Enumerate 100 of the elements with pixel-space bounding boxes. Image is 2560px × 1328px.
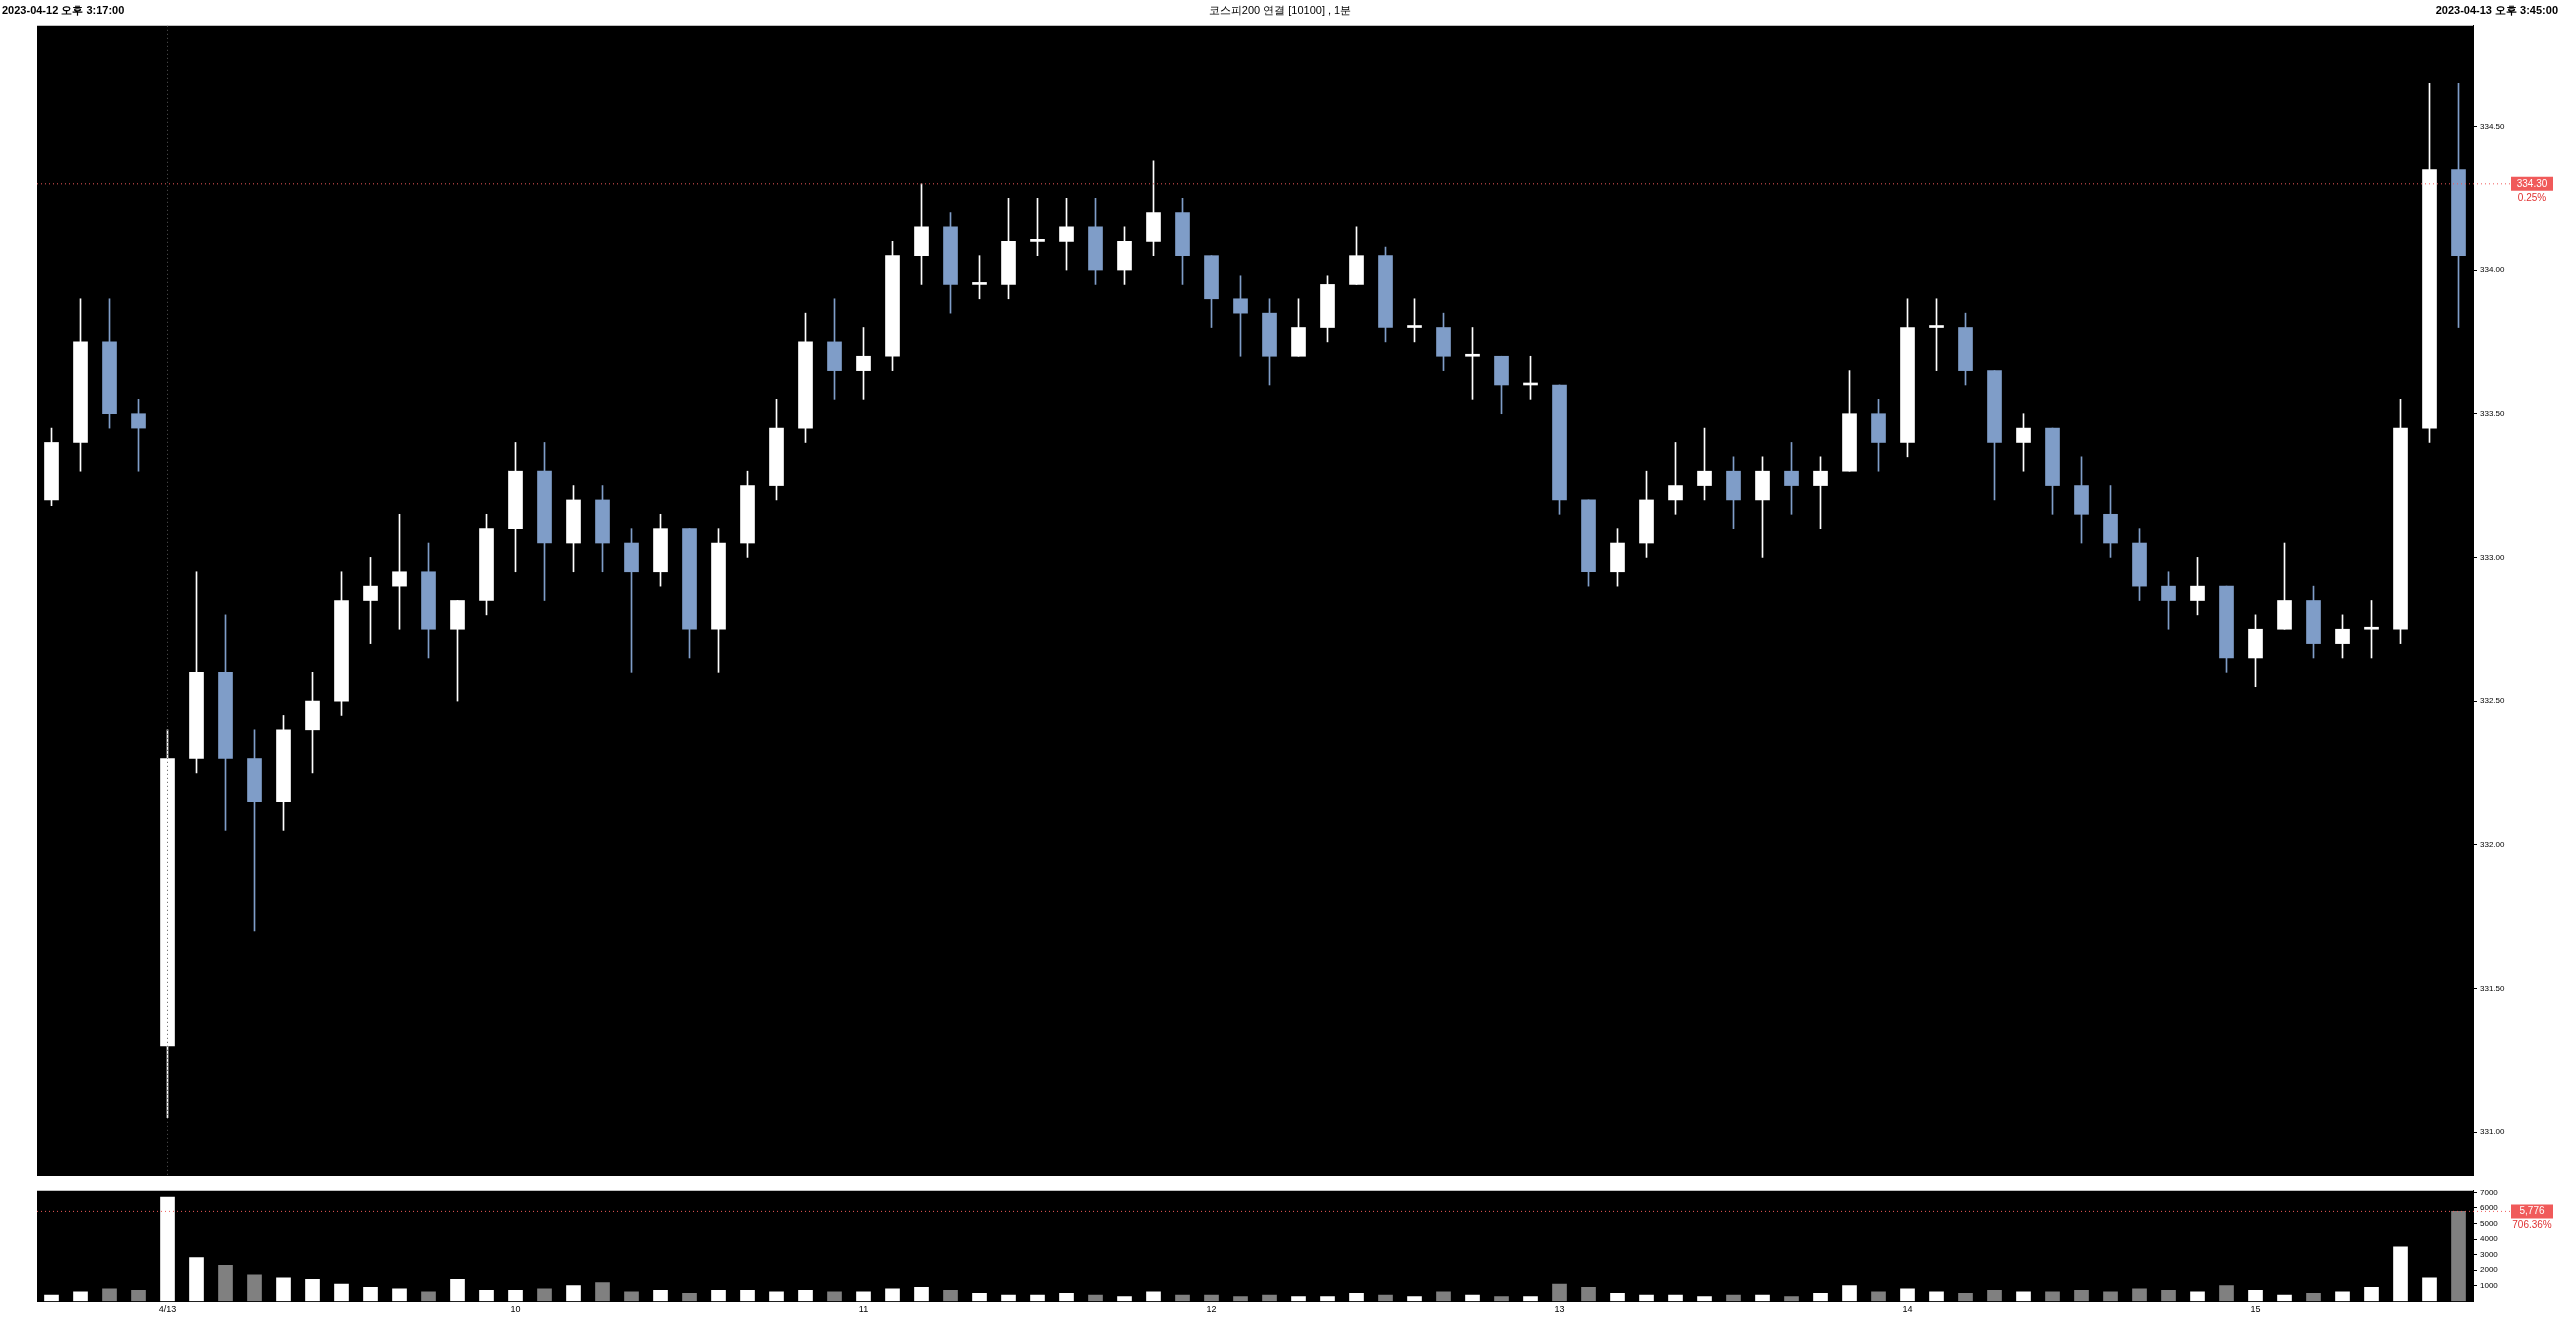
bar [1030, 1294, 1045, 1302]
bar [1001, 1294, 1016, 1302]
bar [1929, 1291, 1944, 1302]
bar [2161, 1289, 2176, 1302]
bar [1581, 1286, 1596, 1302]
bar [1755, 1294, 1770, 1302]
bar [914, 1286, 929, 1302]
bar [305, 1279, 320, 1302]
bar [798, 1289, 813, 1302]
bar [276, 1277, 291, 1302]
bar [1233, 1296, 1248, 1302]
bar [1465, 1294, 1480, 1302]
y-tick-label: 333.50 [2480, 408, 2506, 418]
bar [2451, 1211, 2466, 1302]
bar [1813, 1293, 1828, 1302]
bar [1610, 1293, 1625, 1302]
bar [2335, 1291, 2350, 1302]
bar [1958, 1293, 1973, 1302]
bar [1726, 1294, 1741, 1302]
y-tick-label: 334.50 [2480, 121, 2506, 131]
bar [624, 1291, 639, 1302]
bar [1378, 1294, 1393, 1302]
bar [1784, 1296, 1799, 1302]
bar [1842, 1285, 1857, 1302]
bar [2132, 1288, 2147, 1302]
bar [392, 1288, 407, 1302]
bar [2103, 1291, 2118, 1302]
text: 2023-04-13 오후 3:45:00 [2435, 3, 2558, 18]
y-tick-label: 4000 [2480, 1234, 2499, 1244]
bar [1407, 1296, 1422, 1302]
y-tick-label: 5000 [2480, 1218, 2499, 1228]
bar [1871, 1291, 1886, 1302]
bar [421, 1291, 436, 1302]
bar [1436, 1291, 1451, 1302]
bar [2364, 1286, 2379, 1302]
chart-title: 코스피200 연결 [10100] , 1분 [1208, 4, 1352, 16]
bar [1552, 1283, 1567, 1302]
bar [595, 1282, 610, 1302]
bar [160, 1196, 175, 1302]
bar [1146, 1291, 1161, 1302]
bar [131, 1289, 146, 1302]
bar [769, 1291, 784, 1302]
text: 706.36% [2512, 1219, 2552, 1231]
bar [2306, 1293, 2321, 1302]
bar [2016, 1291, 2031, 1302]
x-tick-label: 15 [2250, 1304, 2261, 1315]
bar [247, 1274, 262, 1302]
bar [827, 1291, 842, 1302]
bar [2393, 1246, 2408, 1302]
bar [450, 1279, 465, 1302]
bar [102, 1288, 117, 1302]
text: 0.25% [2517, 191, 2547, 203]
bar [2045, 1291, 2060, 1302]
bar [653, 1289, 668, 1302]
bar [2277, 1294, 2292, 1302]
y-tick-label: 1000 [2480, 1280, 2499, 1290]
x-tick-label: 11 [858, 1304, 869, 1315]
bar [740, 1289, 755, 1302]
bar [2190, 1291, 2205, 1302]
bar [537, 1288, 552, 1302]
bar [856, 1291, 871, 1302]
y-tick-label: 2000 [2480, 1265, 2499, 1275]
bar [508, 1289, 523, 1302]
x-tick-label: 13 [1554, 1304, 1565, 1315]
bar [2422, 1277, 2437, 1302]
bar [479, 1289, 494, 1302]
bar [1059, 1293, 1074, 1302]
bar [1987, 1289, 2002, 1302]
bar [972, 1293, 987, 1302]
bar [1639, 1294, 1654, 1302]
bar [1668, 1294, 1683, 1302]
bar [1291, 1296, 1306, 1302]
text: 2023-04-12 오후 3:17:00 [2, 3, 125, 18]
y-tick-label: 6000 [2480, 1203, 2499, 1213]
y-tick-label: 3000 [2480, 1249, 2499, 1259]
y-tick-label: 331.00 [2480, 1127, 2506, 1137]
bar [44, 1294, 59, 1302]
y-tick-label: 334.00 [2480, 265, 2506, 275]
bar [711, 1289, 726, 1302]
bar [1204, 1294, 1219, 1302]
bar [566, 1285, 581, 1302]
bar [1349, 1293, 1364, 1302]
bar [73, 1291, 88, 1302]
bar [1088, 1294, 1103, 1302]
bar [1320, 1296, 1335, 1302]
y-tick-label: 331.50 [2480, 983, 2506, 993]
x-tick-label: 14 [1902, 1304, 1913, 1315]
bar [1494, 1296, 1509, 1302]
bar [885, 1288, 900, 1302]
bar [943, 1289, 958, 1302]
bar [2074, 1289, 2089, 1302]
y-tick-label: 332.50 [2480, 696, 2506, 706]
x-tick-label: 4/13 [158, 1304, 177, 1315]
y-tick-label: 332.00 [2480, 839, 2506, 849]
bar [682, 1293, 697, 1302]
x-tick-label: 10 [510, 1304, 521, 1315]
bar [1523, 1296, 1538, 1302]
bar [2219, 1285, 2234, 1302]
bar [1117, 1296, 1132, 1302]
bar [1262, 1294, 1277, 1302]
